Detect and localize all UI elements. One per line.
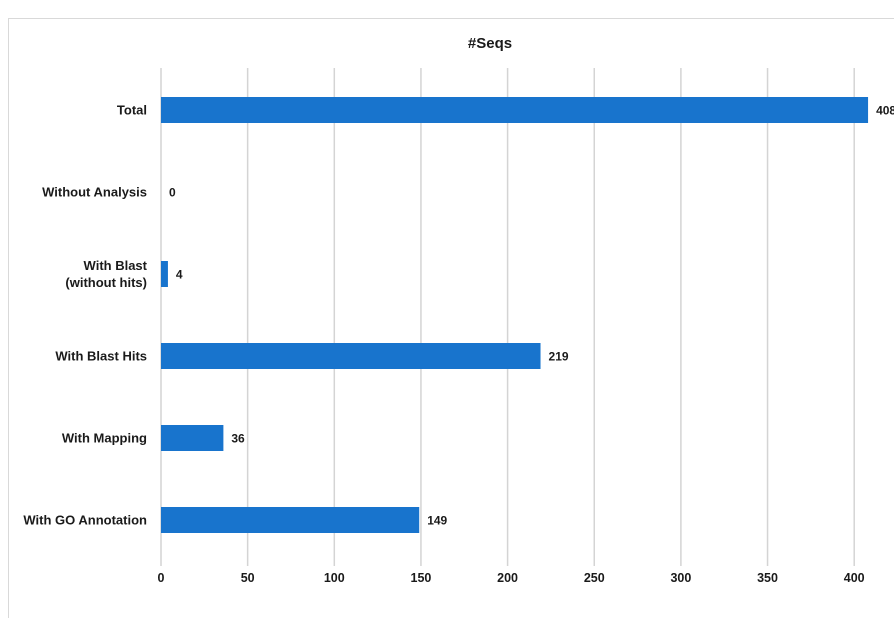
x-tick-label: 300 <box>670 571 691 585</box>
category-label: With Blast Hits <box>55 349 147 364</box>
x-tick-labels: 0 50 100 150 200 250 300 350 400 <box>158 571 865 585</box>
category-label-line: (without hits) <box>65 275 147 290</box>
category-label: Without Analysis <box>42 185 147 200</box>
data-label: 149 <box>427 514 447 528</box>
x-tick-label: 100 <box>324 571 345 585</box>
bar-chart: #Seqs Total Without Analysis With Blast (wi… <box>23 35 894 585</box>
chart-title: #Seqs <box>468 35 512 52</box>
bar <box>161 343 541 369</box>
category-label-line: Without Analysis <box>42 185 147 200</box>
category-label-line: With Blast <box>84 258 148 273</box>
category-label: With GO Annotation <box>23 513 147 528</box>
x-tick-label: 250 <box>584 571 605 585</box>
chart-frame <box>8 18 894 618</box>
category-label-line: With Blast Hits <box>55 349 147 364</box>
category-labels: Total Without Analysis With Blast (without … <box>23 103 147 528</box>
category-label-line: Total <box>117 103 147 118</box>
data-label: 219 <box>549 350 569 364</box>
data-label: 408 <box>876 104 894 118</box>
x-tick-label: 50 <box>241 571 255 585</box>
bar <box>161 97 869 123</box>
data-label: 4 <box>176 268 183 282</box>
x-tick-label: 0 <box>158 571 165 585</box>
data-labels: 408 0 4 219 36 149 <box>169 104 894 528</box>
x-tick-label: 150 <box>411 571 432 585</box>
data-label: 36 <box>231 432 245 446</box>
category-label: Total <box>117 103 147 118</box>
bar <box>161 425 224 451</box>
x-tick-label: 200 <box>497 571 518 585</box>
category-label-line: With GO Annotation <box>23 513 147 528</box>
gridlines <box>160 68 855 566</box>
category-label-line: With Mapping <box>62 431 147 446</box>
category-label: With Mapping <box>62 431 147 446</box>
data-label: 0 <box>169 186 176 200</box>
bar <box>161 261 168 287</box>
category-label: With Blast (without hits) <box>65 258 147 290</box>
bars <box>161 97 869 533</box>
x-tick-label: 400 <box>844 571 865 585</box>
bar <box>161 507 420 533</box>
x-tick-label: 350 <box>757 571 778 585</box>
